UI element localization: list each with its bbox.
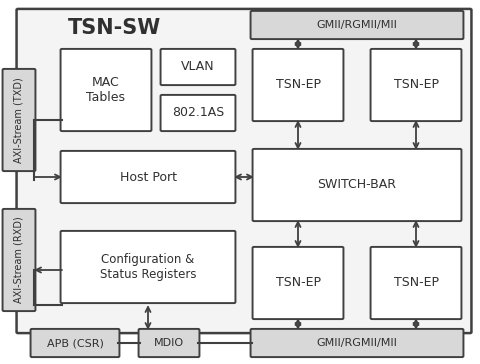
Text: VLAN: VLAN [181, 60, 215, 74]
FancyBboxPatch shape [251, 11, 464, 39]
Text: GMII/RGMII/MII: GMII/RGMII/MII [317, 338, 397, 348]
Text: Configuration &
Status Registers: Configuration & Status Registers [100, 253, 196, 281]
FancyBboxPatch shape [2, 209, 36, 311]
Text: TSN-SW: TSN-SW [68, 18, 162, 38]
FancyBboxPatch shape [252, 49, 344, 121]
Text: TSN-EP: TSN-EP [394, 277, 439, 289]
Text: Host Port: Host Port [120, 170, 177, 183]
FancyBboxPatch shape [160, 95, 236, 131]
Text: MDIO: MDIO [154, 338, 184, 348]
Text: TSN-EP: TSN-EP [276, 79, 321, 91]
Text: GMII/RGMII/MII: GMII/RGMII/MII [317, 20, 397, 30]
Text: APB (CSR): APB (CSR) [47, 338, 103, 348]
FancyBboxPatch shape [31, 329, 120, 357]
FancyBboxPatch shape [252, 247, 344, 319]
FancyBboxPatch shape [252, 149, 461, 221]
FancyBboxPatch shape [2, 69, 36, 171]
Text: AXI-Stream (RXD): AXI-Stream (RXD) [14, 217, 24, 303]
Text: AXI-Stream (TXD): AXI-Stream (TXD) [14, 77, 24, 163]
FancyBboxPatch shape [16, 9, 471, 333]
Text: MAC
Tables: MAC Tables [86, 76, 125, 104]
Text: TSN-EP: TSN-EP [394, 79, 439, 91]
Text: SWITCH-BAR: SWITCH-BAR [317, 178, 396, 191]
Text: 802.1AS: 802.1AS [172, 107, 224, 119]
FancyBboxPatch shape [160, 49, 236, 85]
FancyBboxPatch shape [60, 49, 152, 131]
FancyBboxPatch shape [139, 329, 200, 357]
FancyBboxPatch shape [371, 247, 461, 319]
FancyBboxPatch shape [371, 49, 461, 121]
FancyBboxPatch shape [60, 151, 236, 203]
Text: TSN-EP: TSN-EP [276, 277, 321, 289]
FancyBboxPatch shape [251, 329, 464, 357]
FancyBboxPatch shape [60, 231, 236, 303]
